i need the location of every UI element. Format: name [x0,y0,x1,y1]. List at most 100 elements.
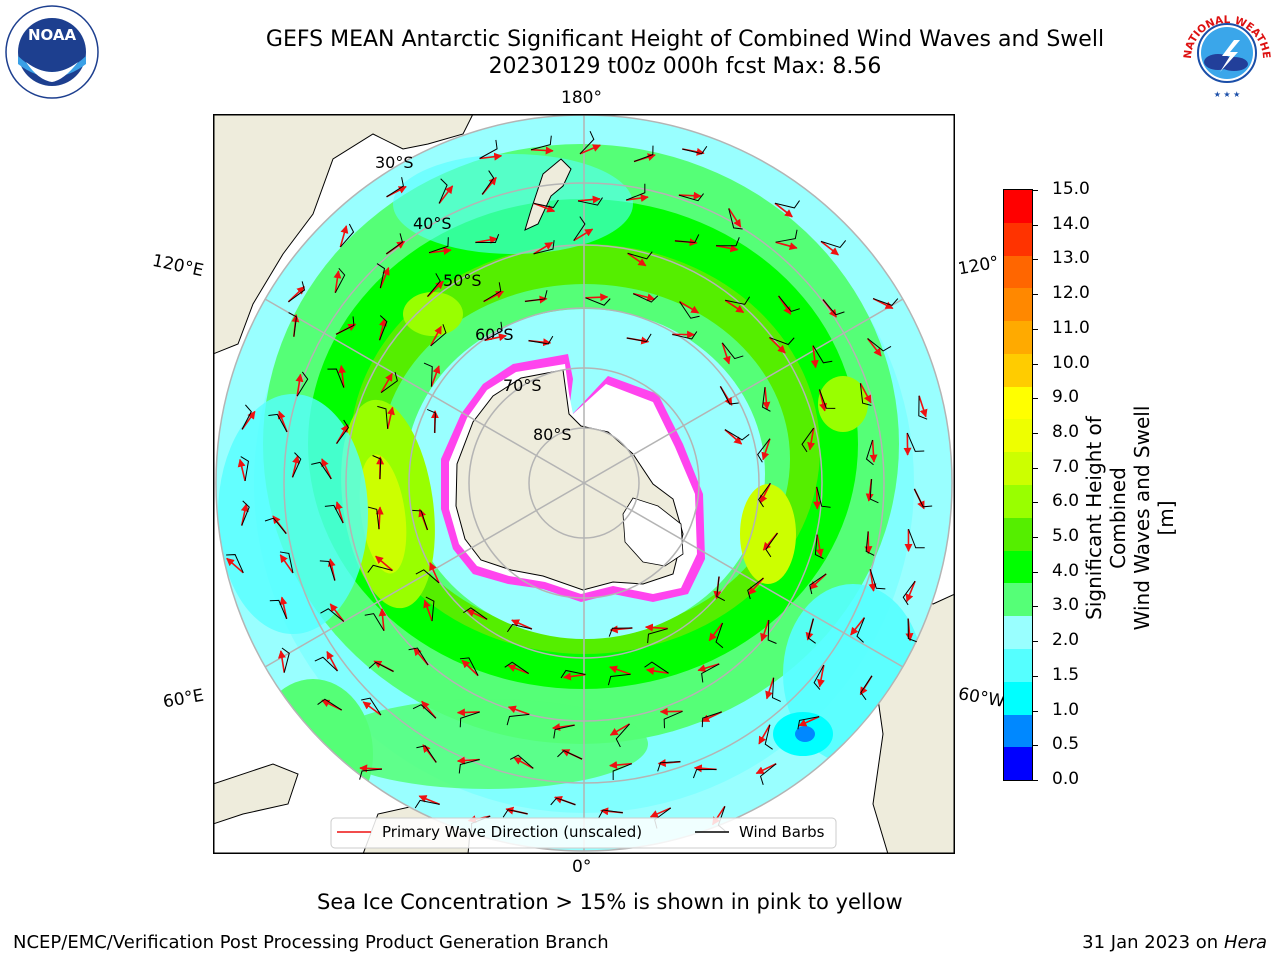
wave-direction-arrow [775,241,798,250]
wave-direction-arrow [646,666,669,675]
colorbar [1003,189,1033,781]
wind-barb [528,335,554,345]
colorbar-tick-label: 14.0 [1052,213,1090,234]
wave-direction-arrow [378,318,387,341]
wind-barb [913,488,933,508]
wind-barb [379,315,388,341]
wave-direction-arrow [438,185,454,204]
wave-direction-arrow [918,395,928,418]
wave-direction-arrow [562,672,586,681]
wind-barb [860,675,873,701]
legend-barb-label: Wind Barbs [739,823,825,841]
wind-barb [427,273,441,297]
wind-barb [615,723,630,748]
wave-direction-arrow [378,608,387,631]
wind-barb [679,301,700,319]
wave-direction-arrow [333,270,342,293]
wind-barb [816,486,831,508]
wind-barb [724,429,750,441]
wave-direction-arrow [279,596,288,619]
colorbar-swatch [1004,222,1032,256]
wave-direction-arrow [644,623,668,632]
colorbar-tick-label: 10.0 [1052,352,1090,373]
wave-direction-arrow [511,619,533,630]
wind-barb [813,664,825,690]
wind-barb [626,333,652,343]
colorbar-tick-label: 15.0 [1052,179,1090,199]
wind-barb [386,177,404,198]
wind-barb [721,342,744,360]
wave-direction-arrow [428,246,452,255]
wind-barb [797,716,820,730]
colorbar-swatch [1004,550,1032,584]
colorbar-tick-label: 3.0 [1052,595,1080,616]
wave-direction-arrow [868,569,877,592]
wave-direction-arrow [456,708,480,717]
colorbar-tick [1032,432,1038,434]
colorbar-swatch [1004,386,1032,420]
wind-barb [869,569,886,590]
wind-barb [339,223,355,248]
wind-barb [557,750,583,760]
colorbar-swatch [1004,747,1032,781]
wind-barb [314,656,338,672]
colorbar-tick [1032,398,1038,400]
wind-barb [608,627,633,637]
wave-direction-arrow [533,202,556,213]
wind-barb [814,534,824,560]
wind-barb [426,408,436,433]
wind-barb [550,797,576,806]
wave-direction-arrow [329,603,345,622]
wind-barb [778,295,800,313]
wave-direction-arrow [609,723,630,736]
wind-barb [483,282,502,302]
sea-ice-note: Sea Ice Concentration > 15% is shown in … [317,890,903,914]
wind-barb [771,677,781,702]
wind-barb [458,759,480,774]
wind-barb [367,506,380,530]
wind-barb [633,145,654,162]
wave-direction-arrow [386,406,395,430]
footer-date: 31 Jan 2023 on Hera [1082,932,1267,953]
wave-direction-arrow [456,756,480,765]
colorbar-tick [1032,537,1038,539]
wind-barb [367,564,393,573]
wind-barb [553,724,575,739]
colorbar-tick-label: 12.0 [1052,283,1090,304]
wind-barb [361,697,382,716]
lon-label-120w: 120° [956,252,1001,280]
wind-barb [765,532,778,558]
wind-barb [715,622,724,649]
colorbar-tick [1032,780,1038,781]
colorbar-swatch [1004,419,1032,453]
lon-label-0: 0° [572,857,592,877]
wave-direction-arrow [820,240,839,256]
colorbar-tick [1032,259,1038,261]
wind-barb [377,405,389,429]
wave-direction-arrow [679,300,700,314]
colorbar-tick [1032,710,1038,712]
wind-barb [380,372,398,393]
wave-direction-arrow [728,208,742,228]
wave-direction-arrow [237,458,246,482]
wind-barb [423,362,433,387]
colorbar-tick-label: 5.0 [1052,526,1080,547]
wind-barb [807,618,816,644]
wind-barb [775,229,798,243]
wave-direction-arrow [461,659,479,677]
wind-barb [288,312,298,337]
wave-direction-arrow [626,194,649,202]
wave-direction-arrow [765,677,775,700]
wind-barb [428,237,449,254]
wind-barb [701,663,720,683]
wave-direction-arrow [279,554,294,574]
wind-barb [241,500,250,526]
wind-barb [240,456,249,482]
wind-barb [716,237,740,247]
title-line-2: 20230129 t00z 000h fcst Max: 8.56 [488,54,882,79]
vector-field [226,130,933,833]
wave-direction-arrow [326,650,339,672]
wind-barb [479,139,498,159]
wind-barb [918,395,928,420]
australia-land [213,114,474,355]
